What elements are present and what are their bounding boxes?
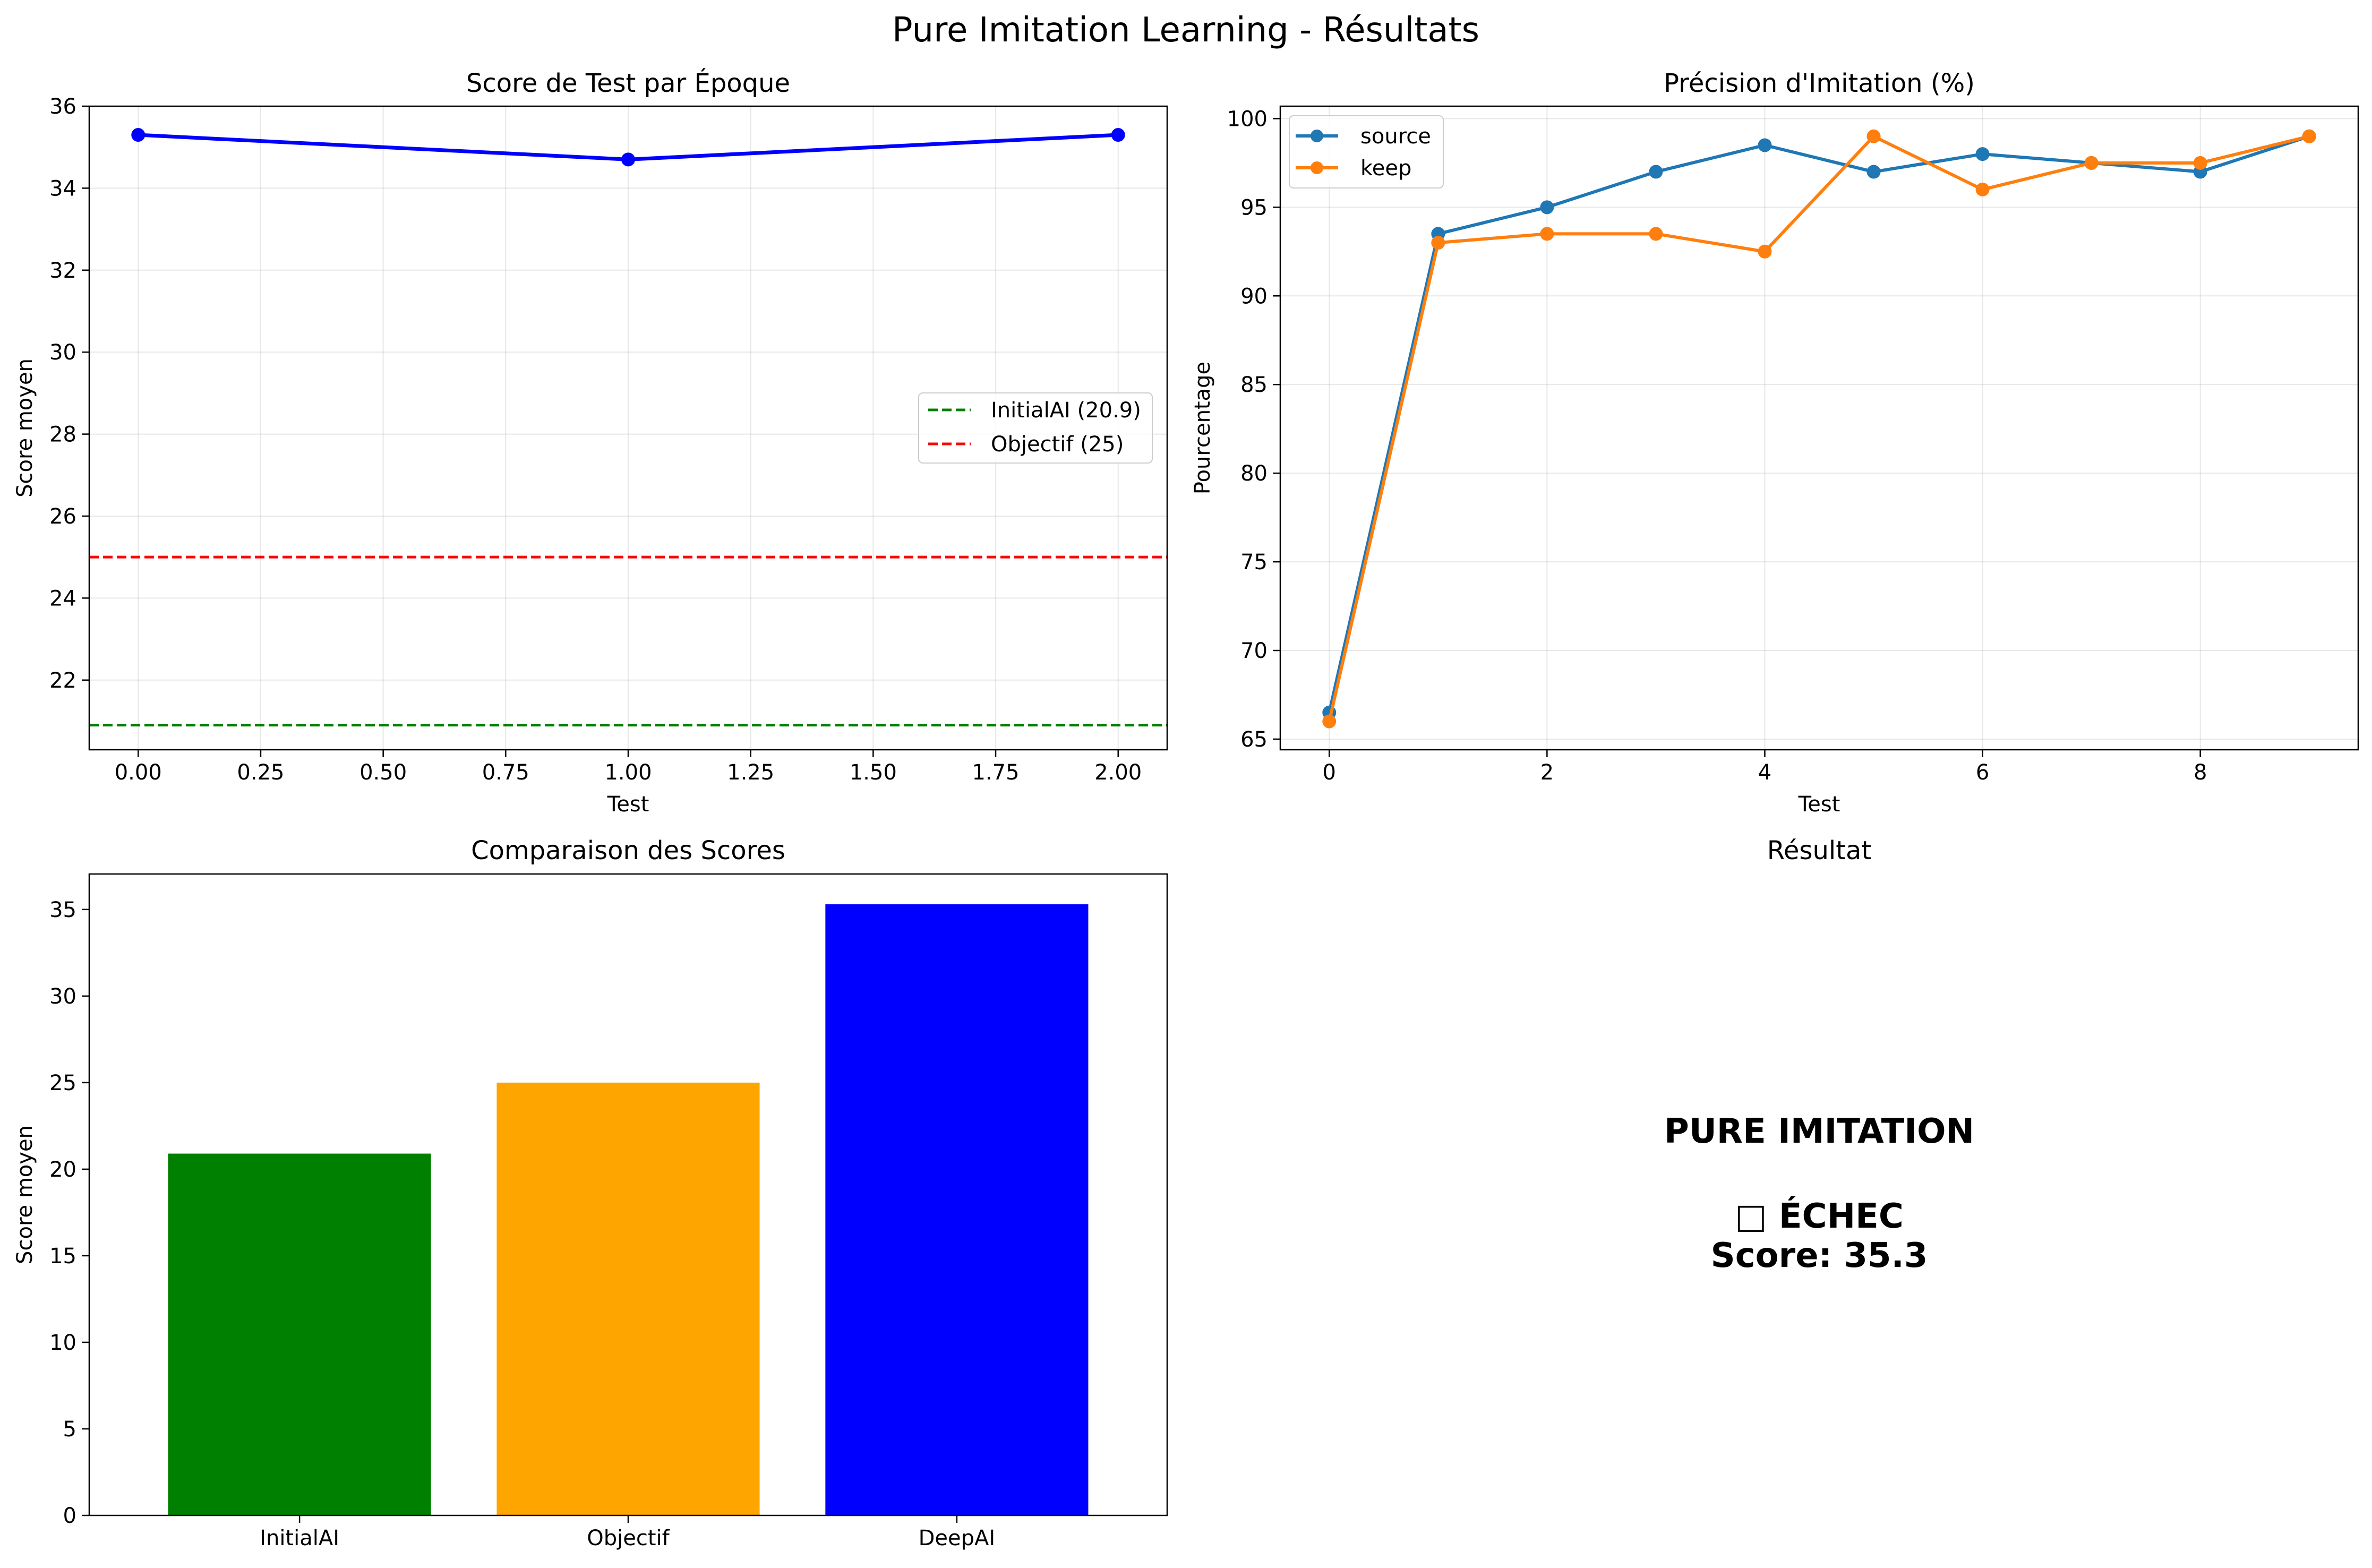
y-tick-label: 5 <box>63 1417 76 1442</box>
data-point-keep <box>1649 227 1663 241</box>
panel2-title: Précision d'Imitation (%) <box>1664 68 1975 98</box>
result-status: □ ÉCHEC <box>1735 1196 1904 1236</box>
y-tick-label: 25 <box>49 1071 76 1095</box>
x-tick-label: 1.00 <box>604 760 652 785</box>
data-point-source <box>1758 138 1772 152</box>
data-point-keep <box>2302 129 2316 143</box>
data-point-keep <box>1758 244 1772 259</box>
legend-keep-label: keep <box>1360 156 1411 181</box>
panel4-title: Résultat <box>1767 836 1872 866</box>
x-tick-label: InitialAI <box>260 1526 339 1550</box>
result-headline: PURE IMITATION <box>1664 1112 1974 1151</box>
y-tick-label: 22 <box>49 669 76 693</box>
data-point-source <box>1975 147 1990 161</box>
y-tick-label: 26 <box>49 504 76 529</box>
y-tick-label: 95 <box>1240 195 1268 220</box>
y-tick-label: 24 <box>49 586 76 611</box>
data-point-series-0 <box>1111 128 1125 142</box>
panel2-frame <box>1279 105 2359 751</box>
x-tick-label: 1.25 <box>727 760 774 785</box>
x-tick-label: 0 <box>1323 760 1336 785</box>
x-tick-label: 0.00 <box>115 760 162 785</box>
data-point-keep <box>2193 156 2207 170</box>
panel-precision-imitation: Précision d'Imitation (%) 0 2 4 6 8 65 70 75 80 8… <box>1191 68 2359 817</box>
x-tick-label: 1.50 <box>850 760 897 785</box>
panel2-ylabel: Pourcentage <box>1191 362 1215 494</box>
x-tick-label: 0.50 <box>359 760 407 785</box>
x-tick-label: 1.75 <box>972 760 1020 785</box>
data-point-source <box>1540 200 1554 215</box>
result-score: Score: 35.3 <box>1711 1236 1928 1275</box>
series-line-keep <box>1328 134 2310 722</box>
panel-comparaison-scores: Comparaison des Scores InitialAI Objectif… <box>13 836 1168 1550</box>
data-point-keep <box>1322 714 1337 729</box>
y-tick-label: 65 <box>1240 727 1268 752</box>
panel1-ylabel: Score moyen <box>13 358 37 498</box>
data-point-keep <box>2084 156 2099 170</box>
y-tick-label: 36 <box>49 95 76 119</box>
y-tick-label: 20 <box>49 1158 76 1182</box>
legend-keep-marker <box>1311 161 1323 174</box>
x-tick-label: Objectif <box>587 1526 670 1550</box>
figure-title: Pure Imitation Learning - Résultats <box>892 11 1479 50</box>
y-tick-label: 10 <box>49 1331 76 1355</box>
y-tick-label: 85 <box>1240 373 1268 397</box>
y-tick-label: 35 <box>49 898 76 922</box>
panel2-legend-box <box>1289 115 1444 188</box>
data-point-keep <box>1866 129 1881 143</box>
y-tick-label: 100 <box>1227 107 1268 131</box>
panel2-xlabel: Test <box>1798 792 1840 817</box>
panel-resultat: Résultat PURE IMITATION □ ÉCHEC Score: 3… <box>1664 836 1974 1275</box>
y-tick-label: 75 <box>1240 550 1268 575</box>
y-tick-label: 15 <box>49 1244 76 1269</box>
data-point-source <box>1649 165 1663 179</box>
y-tick-label: 80 <box>1240 461 1268 486</box>
bar-deepai <box>825 904 1089 1515</box>
x-tick-label: 4 <box>1758 760 1771 785</box>
y-tick-label: 28 <box>49 423 76 447</box>
y-tick-label: 0 <box>63 1504 76 1528</box>
bar-initialai <box>168 1153 431 1515</box>
data-point-series-0 <box>621 152 635 167</box>
panel1-legend-box <box>918 392 1153 464</box>
data-point-keep <box>1540 227 1554 241</box>
data-point-keep <box>1431 236 1445 250</box>
data-point-series-0 <box>131 128 145 142</box>
y-tick-label: 70 <box>1240 639 1268 663</box>
x-tick-label: 2.00 <box>1094 760 1142 785</box>
panel1-xlabel: Test <box>607 792 649 817</box>
panel2-legend: source keep <box>1289 115 1444 188</box>
x-tick-label: 6 <box>1976 760 1989 785</box>
x-tick-label: 8 <box>2194 760 2207 785</box>
panel3-title: Comparaison des Scores <box>471 836 785 866</box>
data-point-source <box>1866 165 1881 179</box>
panel3-ylabel: Score moyen <box>13 1125 37 1264</box>
x-tick-label: 2 <box>1540 760 1554 785</box>
y-tick-label: 32 <box>49 259 76 283</box>
y-tick-label: 90 <box>1240 284 1268 309</box>
data-point-keep <box>1975 182 1990 196</box>
legend-objectif-label: Objectif (25) <box>991 432 1124 457</box>
bar-objectif <box>496 1082 760 1515</box>
panel1-title: Score de Test par Époque <box>466 68 790 98</box>
x-tick-label: DeepAI <box>919 1526 996 1550</box>
panel3-frame <box>88 873 1168 1516</box>
panel1-frame <box>88 105 1168 751</box>
x-tick-label: 0.75 <box>482 760 529 785</box>
legend-initialai-label: InitialAI (20.9) <box>991 398 1141 423</box>
legend-source-label: source <box>1360 124 1431 149</box>
y-tick-label: 30 <box>49 340 76 365</box>
series-line-source <box>1328 134 2310 713</box>
y-tick-label: 30 <box>49 984 76 1009</box>
panel1-legend: InitialAI (20.9) Objectif (25) <box>918 392 1153 464</box>
x-tick-label: 0.25 <box>237 760 284 785</box>
panel-score-test: Score de Test par Époque 0.00 0.25 0.50 0.7… <box>13 68 1168 817</box>
y-tick-label: 34 <box>49 176 76 201</box>
legend-source-marker <box>1311 130 1323 142</box>
